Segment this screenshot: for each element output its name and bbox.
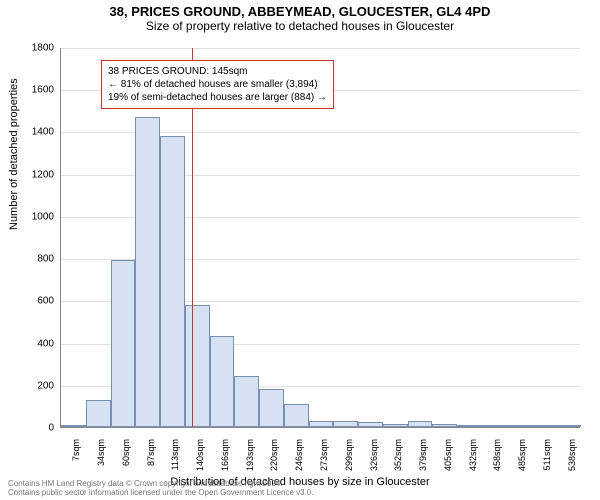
histogram-bar bbox=[135, 117, 160, 427]
y-tick-label: 1400 bbox=[24, 127, 54, 138]
y-tick-label: 600 bbox=[24, 296, 54, 307]
histogram-bar bbox=[210, 336, 235, 427]
histogram-bar bbox=[482, 425, 507, 427]
y-tick-label: 1800 bbox=[24, 43, 54, 54]
histogram-bar bbox=[383, 424, 408, 427]
y-tick-label: 1000 bbox=[24, 211, 54, 222]
annotation-line: 19% of semi-detached houses are larger (… bbox=[108, 91, 327, 104]
page-subtitle: Size of property relative to detached ho… bbox=[0, 19, 600, 33]
histogram-bar bbox=[333, 421, 358, 427]
footer-line: Contains HM Land Registry data © Crown c… bbox=[8, 479, 314, 489]
page-title: 38, PRICES GROUND, ABBEYMEAD, GLOUCESTER… bbox=[0, 4, 600, 19]
histogram-bar bbox=[432, 424, 457, 427]
histogram-bar bbox=[507, 425, 532, 427]
histogram-bar bbox=[284, 404, 309, 427]
gridline bbox=[61, 48, 580, 49]
y-axis-label: Number of detached properties bbox=[8, 78, 20, 230]
footer-line: Contains public sector information licen… bbox=[8, 488, 314, 498]
histogram-bar bbox=[185, 305, 210, 427]
histogram-bar bbox=[61, 425, 86, 427]
histogram-bar bbox=[408, 421, 433, 427]
y-tick-label: 0 bbox=[24, 423, 54, 434]
histogram-bar bbox=[160, 136, 185, 427]
histogram-bar bbox=[531, 425, 556, 427]
y-tick-label: 800 bbox=[24, 254, 54, 265]
y-tick-label: 400 bbox=[24, 338, 54, 349]
histogram-bar bbox=[358, 422, 383, 427]
annotation-line: 38 PRICES GROUND: 145sqm bbox=[108, 65, 327, 78]
y-tick-label: 200 bbox=[24, 380, 54, 391]
histogram-bar bbox=[86, 400, 111, 427]
y-tick-label: 1600 bbox=[24, 85, 54, 96]
histogram-bar bbox=[259, 389, 284, 427]
y-tick-label: 1200 bbox=[24, 169, 54, 180]
histogram-bar bbox=[457, 425, 482, 427]
annotation-box: 38 PRICES GROUND: 145sqm← 81% of detache… bbox=[101, 60, 334, 109]
plot-area: 0200400600800100012001400160018007sqm34s… bbox=[60, 48, 580, 428]
histogram-bar bbox=[234, 376, 259, 427]
histogram-bar bbox=[309, 421, 334, 427]
chart: 0200400600800100012001400160018007sqm34s… bbox=[60, 48, 580, 428]
histogram-bar bbox=[111, 260, 136, 427]
footer-attribution: Contains HM Land Registry data © Crown c… bbox=[8, 479, 314, 498]
histogram-bar bbox=[556, 425, 581, 427]
annotation-line: ← 81% of detached houses are smaller (3,… bbox=[108, 78, 327, 91]
